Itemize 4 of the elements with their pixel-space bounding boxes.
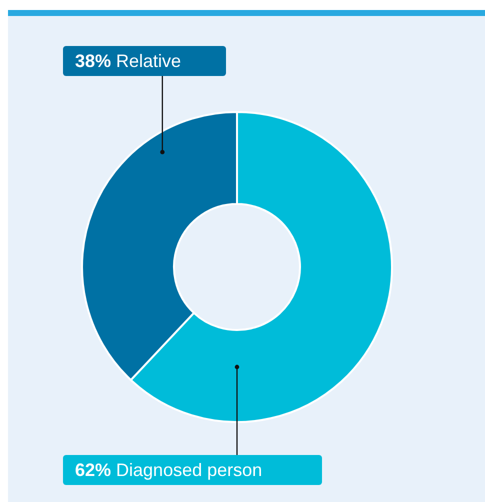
slice-label: Diagnosed person: [111, 460, 262, 480]
data-label: 38%: [75, 51, 112, 71]
slice-label: Relative: [111, 51, 182, 71]
data-label: 62%: [75, 460, 112, 480]
